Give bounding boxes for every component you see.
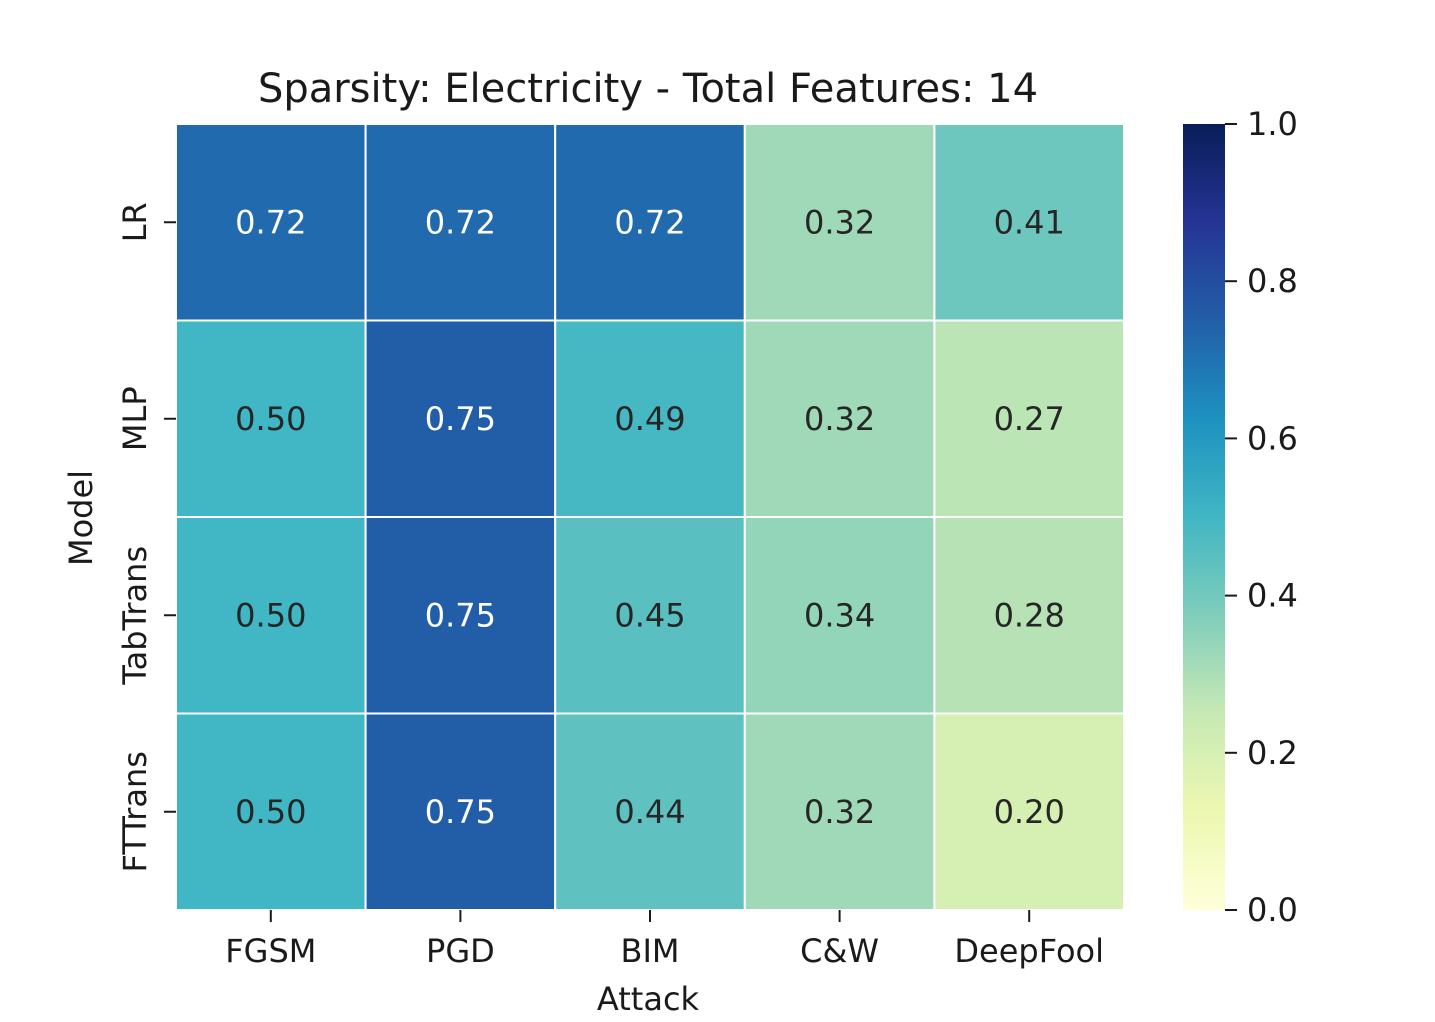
x-tick-label-fgsm: FGSM bbox=[225, 932, 316, 970]
cell-mlp-fgsm-label: 0.50 bbox=[235, 400, 306, 438]
chart-title: Sparsity: Electricity - Total Features: … bbox=[258, 66, 1038, 112]
cell-fttrans-deepfool bbox=[933, 712, 1126, 911]
heatmap-cells: 0.72 0.72 0.72 0.32 0.41 0.50 0.75 0.49 0.32 0.27… bbox=[175, 123, 1126, 911]
x-axis-ticks: FGSM PGD BIM C&W DeepFool bbox=[225, 910, 1104, 970]
cell-fttrans-bim-label: 0.44 bbox=[614, 793, 685, 831]
cell-mlp-bim bbox=[554, 319, 746, 518]
y-tick-label-lr: LR bbox=[116, 202, 154, 242]
cell-fttrans-candw bbox=[743, 712, 936, 911]
cell-lr-pgd bbox=[364, 123, 557, 322]
y-tick-label-fttrans: FTTrans bbox=[116, 751, 154, 872]
colorbar-tick-label-0-6: 0.6 bbox=[1247, 419, 1298, 457]
y-tick-label-mlp: MLP bbox=[116, 386, 154, 451]
colorbar-tick-label-0-8: 0.8 bbox=[1247, 262, 1298, 300]
cell-mlp-deepfool-label: 0.27 bbox=[994, 400, 1065, 438]
y-axis-label: Model bbox=[62, 470, 100, 566]
cell-fttrans-deepfool-label: 0.20 bbox=[994, 793, 1065, 831]
x-tick-label-candw: C&W bbox=[800, 932, 879, 970]
x-tick-label-deepfool: DeepFool bbox=[954, 932, 1104, 970]
cell-lr-fgsm bbox=[175, 123, 367, 322]
y-tick-label-tabtrans: TabTrans bbox=[116, 546, 154, 686]
colorbar bbox=[1183, 124, 1225, 910]
cell-lr-candw-label: 0.32 bbox=[804, 203, 875, 241]
cell-lr-pgd-label: 0.72 bbox=[425, 203, 496, 241]
colorbar-tick-label-0-2: 0.2 bbox=[1247, 734, 1298, 772]
cell-mlp-candw-label: 0.32 bbox=[804, 400, 875, 438]
cell-fttrans-fgsm-label: 0.50 bbox=[235, 793, 306, 831]
cell-fttrans-candw-label: 0.32 bbox=[804, 793, 875, 831]
colorbar-tick-label-0-4: 0.4 bbox=[1247, 577, 1298, 615]
cell-fttrans-bim bbox=[554, 712, 746, 911]
x-axis-label: Attack bbox=[597, 980, 700, 1018]
cell-tabtrans-deepfool-label: 0.28 bbox=[994, 596, 1065, 634]
cell-lr-candw bbox=[743, 123, 936, 322]
cell-mlp-bim-label: 0.49 bbox=[614, 400, 685, 438]
cell-tabtrans-pgd-label: 0.75 bbox=[425, 596, 496, 634]
cell-lr-bim bbox=[554, 123, 746, 322]
cell-mlp-deepfool bbox=[933, 319, 1126, 518]
cell-lr-bim-label: 0.72 bbox=[614, 203, 685, 241]
cell-tabtrans-candw bbox=[743, 516, 936, 715]
cell-lr-deepfool bbox=[933, 123, 1126, 322]
cell-fttrans-pgd bbox=[364, 712, 557, 911]
cell-fttrans-pgd-label: 0.75 bbox=[425, 793, 496, 831]
cell-mlp-pgd-label: 0.75 bbox=[425, 400, 496, 438]
cell-mlp-fgsm bbox=[175, 319, 367, 518]
cell-lr-deepfool-label: 0.41 bbox=[994, 203, 1065, 241]
cell-tabtrans-bim bbox=[554, 516, 746, 715]
cell-lr-fgsm-label: 0.72 bbox=[235, 203, 306, 241]
y-axis-ticks: LR MLP TabTrans FTTrans bbox=[116, 202, 176, 872]
cell-tabtrans-pgd bbox=[364, 516, 557, 715]
cell-tabtrans-candw-label: 0.34 bbox=[804, 596, 875, 634]
x-tick-label-pgd: PGD bbox=[426, 932, 495, 970]
cell-tabtrans-deepfool bbox=[933, 516, 1126, 715]
colorbar-tick-label-0-0: 0.0 bbox=[1247, 891, 1298, 929]
cell-tabtrans-fgsm-label: 0.50 bbox=[235, 596, 306, 634]
colorbar-ticks: 0.0 0.2 0.4 0.6 0.8 1.0 bbox=[1225, 105, 1298, 929]
colorbar-tick-label-1-0: 1.0 bbox=[1247, 105, 1298, 143]
cell-tabtrans-bim-label: 0.45 bbox=[614, 596, 685, 634]
x-tick-label-bim: BIM bbox=[621, 932, 680, 970]
